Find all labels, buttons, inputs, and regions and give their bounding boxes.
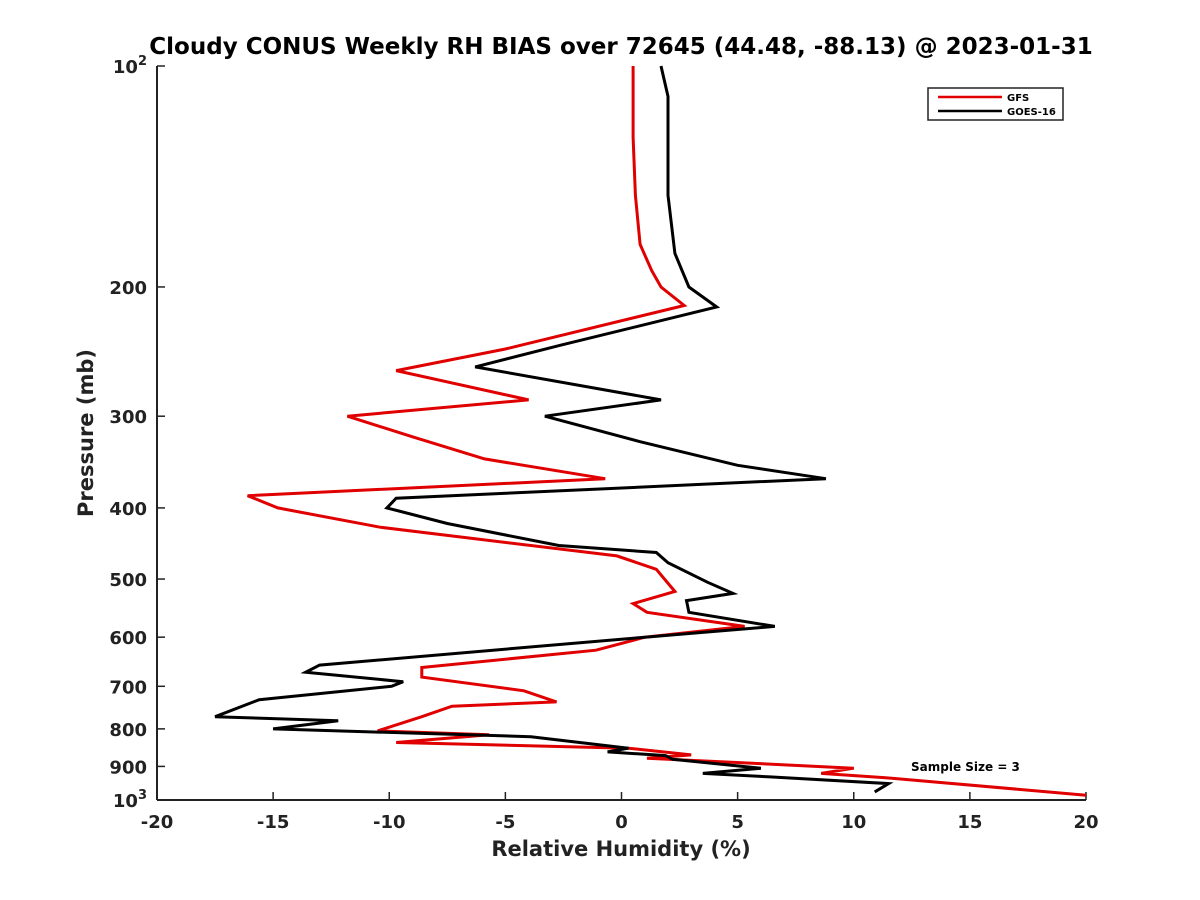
y-axis-label: Pressure (mb)	[74, 349, 98, 517]
legend-label-goes16: GOES-16	[1007, 107, 1056, 118]
plot-frame	[157, 66, 1086, 800]
x-tick-label: 5	[731, 812, 744, 833]
x-tick-label: 20	[1073, 812, 1098, 833]
y-tick-label: 800	[109, 720, 147, 741]
y-ticks: 102 200 300 400 500 600 700 800 900 103	[109, 54, 165, 812]
x-tick-label: 10	[841, 812, 866, 833]
chart-title: Cloudy CONUS Weekly RH BIAS over 72645 (…	[149, 34, 1092, 60]
x-axis-label: Relative Humidity (%)	[491, 837, 750, 861]
legend-box	[927, 87, 1064, 121]
x-tick-label: 0	[615, 812, 628, 833]
y-tick-label: 103	[113, 788, 147, 812]
x-tick-label: -20	[141, 812, 174, 833]
y-tick-label: 102	[113, 54, 147, 78]
y-tick-label: 700	[109, 677, 147, 698]
x-tick-label: -5	[495, 812, 515, 833]
y-tick-label: 500	[109, 570, 147, 591]
series-line-goes16	[214, 65, 894, 794]
y-tick-label: 400	[109, 499, 147, 520]
legend: GFS GOES-16	[927, 87, 1064, 121]
x-ticks: -20 -15 -10 -5 0 5 10 15 20	[141, 792, 1099, 833]
sample-size-annotation: Sample Size = 3	[911, 760, 1020, 774]
y-tick-label: 600	[109, 628, 147, 649]
plot-area	[156, 66, 1086, 801]
x-tick-label: -10	[373, 812, 406, 833]
series-line-gfs	[247, 66, 1087, 797]
x-tick-label: 15	[957, 812, 982, 833]
series-group	[214, 65, 1087, 797]
y-tick-label: 200	[109, 278, 147, 299]
legend-label-gfs: GFS	[1007, 93, 1029, 104]
y-tick-label: 300	[109, 407, 147, 428]
x-tick-label: -15	[257, 812, 290, 833]
y-tick-label: 900	[109, 757, 147, 778]
